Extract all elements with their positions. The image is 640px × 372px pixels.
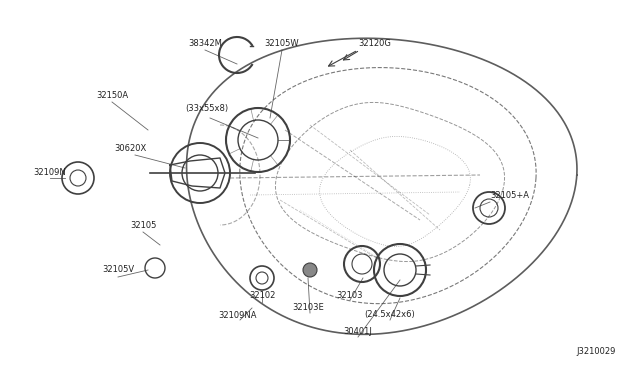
Text: 32105V: 32105V (102, 266, 134, 275)
Text: 32109NA: 32109NA (219, 311, 257, 320)
Text: J3210029: J3210029 (576, 347, 616, 356)
Text: 30620X: 30620X (114, 144, 146, 153)
Text: 32103: 32103 (337, 291, 364, 299)
Text: 32109N: 32109N (34, 167, 67, 176)
Text: 32103E: 32103E (292, 302, 324, 311)
Text: 32105W: 32105W (265, 38, 300, 48)
Text: 32105: 32105 (130, 221, 156, 230)
Text: 32105+A: 32105+A (490, 190, 529, 199)
Text: (33x55x8): (33x55x8) (186, 103, 228, 112)
Text: 32150A: 32150A (96, 90, 128, 99)
Circle shape (303, 263, 317, 277)
Text: 32102: 32102 (249, 291, 275, 299)
Text: (24.5x42x6): (24.5x42x6) (365, 311, 415, 320)
Text: 32120G: 32120G (358, 38, 391, 48)
Text: 38342M: 38342M (188, 38, 222, 48)
Text: 30401J: 30401J (344, 327, 372, 337)
